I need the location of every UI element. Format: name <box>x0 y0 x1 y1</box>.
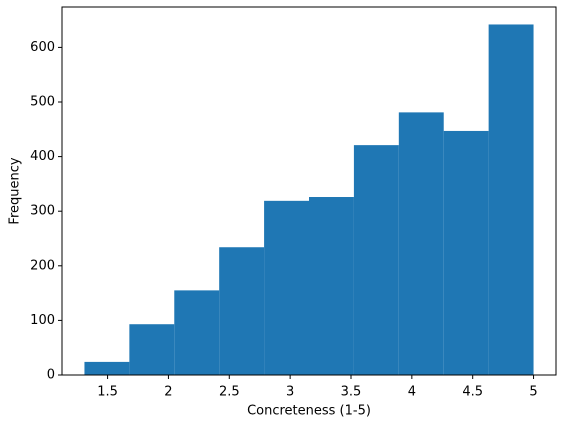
y-tick-label: 400 <box>30 149 55 164</box>
x-tick-label: 3 <box>286 385 294 400</box>
x-axis-label: Concreteness (1-5) <box>247 404 371 419</box>
y-axis-label: Frequency <box>8 157 23 224</box>
x-tick-label: 4.5 <box>462 385 483 400</box>
bar <box>443 130 489 375</box>
y-tick-label: 100 <box>30 313 55 328</box>
bar <box>129 324 175 375</box>
bar <box>174 290 220 375</box>
x-tick-label: 2 <box>164 385 172 400</box>
x-tick-label: 3.5 <box>341 385 362 400</box>
y-tick-label: 500 <box>30 95 55 110</box>
bar <box>309 197 354 375</box>
bar <box>398 112 444 375</box>
x-tick-label: 1.5 <box>97 385 118 400</box>
plot-frame <box>61 6 557 376</box>
bar <box>488 24 534 376</box>
y-tick-label: 300 <box>30 204 55 219</box>
bar <box>84 361 130 375</box>
y-tick-label: 600 <box>30 40 55 55</box>
bar <box>264 200 309 375</box>
bar <box>353 145 399 375</box>
bar <box>219 247 265 375</box>
x-tick-label: 5 <box>529 385 537 400</box>
y-tick-label: 200 <box>30 258 55 273</box>
x-tick-label: 2.5 <box>219 385 240 400</box>
y-tick-label: 0 <box>47 368 55 383</box>
x-tick-label: 4 <box>408 385 416 400</box>
